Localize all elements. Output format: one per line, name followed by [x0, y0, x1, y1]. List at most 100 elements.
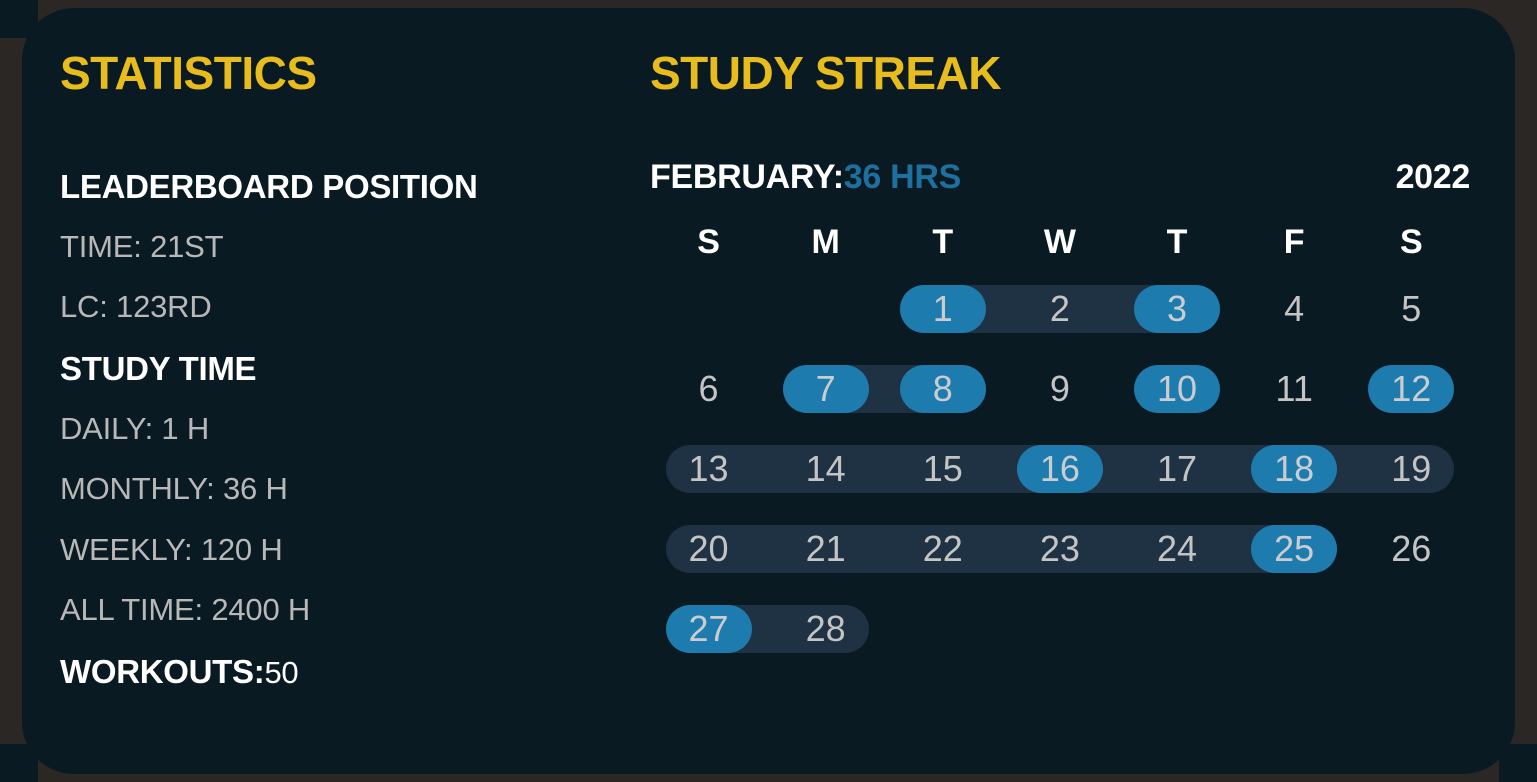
study-time-alltime-line: ALL TIME: 2400 H — [60, 592, 311, 628]
calendar-day-label: 15 — [922, 448, 963, 489]
streak-day-pill — [1368, 365, 1455, 413]
calendar-day-1[interactable]: 1 — [884, 285, 1001, 333]
calendar-day-14[interactable]: 14 — [767, 445, 884, 493]
streak-band — [665, 525, 1338, 573]
streak-day-pill — [665, 605, 752, 653]
calendar-day-10[interactable]: 10 — [1119, 365, 1236, 413]
stats-card: STATISTICS LEADERBOARD POSITION TIME: 21… — [22, 8, 1515, 774]
calendar-weekday-3: W — [1043, 223, 1076, 261]
study-time-heading: STUDY TIME — [60, 349, 257, 387]
calendar-day-label: 17 — [1157, 448, 1198, 489]
calendar-day-label: 22 — [922, 528, 963, 569]
calendar-day-label: 16 — [1039, 448, 1080, 489]
calendar-day-label: 27 — [688, 608, 729, 649]
calendar-day-label: 7 — [815, 368, 836, 409]
calendar-day-8[interactable]: 8 — [884, 365, 1001, 413]
calendar-day-label: 26 — [1391, 528, 1432, 569]
calendar-day-label: 13 — [688, 448, 729, 489]
month-hours-value: 36 HRS — [843, 158, 962, 196]
calendar-day-24[interactable]: 24 — [1119, 525, 1236, 573]
calendar-weekday-6: S — [1399, 223, 1423, 261]
calendar-day-label: 19 — [1391, 448, 1432, 489]
calendar-day-13[interactable]: 13 — [650, 445, 767, 493]
study-time-block: STUDY TIME DAILY: 1 H MONTHLY: 36 H WEEK… — [60, 338, 640, 641]
streak-day-pill — [782, 365, 869, 413]
calendar-day-label: 18 — [1274, 448, 1315, 489]
leaderboard-time-line: TIME: 21ST — [60, 229, 224, 265]
calendar-day-label: 28 — [805, 608, 846, 649]
study-time-daily-line: DAILY: 1 H — [60, 410, 210, 446]
statistics-panel: STATISTICS LEADERBOARD POSITION TIME: 21… — [60, 50, 640, 702]
calendar-week-row: 27 28 — [650, 605, 1470, 685]
calendar-day-label: 12 — [1391, 368, 1432, 409]
calendar-week-row: 1 2 3 4 5 — [650, 285, 1470, 365]
calendar-header: FEBRUARY:36 HRS 2022 — [650, 158, 1470, 197]
calendar-day-label: 24 — [1157, 528, 1198, 569]
calendar-day-label: 21 — [805, 528, 846, 569]
calendar-day-27[interactable]: 27 — [650, 605, 767, 653]
calendar-day-17[interactable]: 17 — [1119, 445, 1236, 493]
calendar-day-22[interactable]: 22 — [884, 525, 1001, 573]
calendar-day-2[interactable]: 2 — [1001, 285, 1118, 333]
calendar-day-23[interactable]: 23 — [1001, 525, 1118, 573]
month-summary: FEBRUARY:36 HRS — [650, 158, 961, 197]
workouts-value: 50 — [264, 654, 299, 690]
calendar-day-label: 23 — [1039, 528, 1080, 569]
leaderboard-heading: LEADERBOARD POSITION — [60, 168, 478, 205]
streak-day-pill — [899, 285, 986, 333]
calendar-day-label: 3 — [1167, 288, 1188, 329]
streak-day-pill — [1134, 365, 1221, 413]
calendar-day-label: 6 — [698, 368, 719, 409]
calendar-week-rows: 1 2 3 4 5 6 7 8 9 10 11 12 13 14 15 16 17 18 19 20 21 22 23 24 2… — [650, 285, 1470, 685]
calendar-week-row: 6 7 8 9 10 11 12 — [650, 365, 1470, 445]
streak-day-pill — [1251, 445, 1338, 493]
calendar-week-row: 20 21 22 23 24 25 26 — [650, 525, 1470, 605]
calendar-weekday-1: M — [811, 223, 840, 261]
calendar-day-label: 9 — [1049, 368, 1070, 409]
calendar-day-18[interactable]: 18 — [1236, 445, 1353, 493]
calendar-day-12[interactable]: 12 — [1353, 365, 1470, 413]
calendar-day-20[interactable]: 20 — [650, 525, 767, 573]
calendar-day-label: 20 — [688, 528, 729, 569]
workouts-label: WORKOUTS: — [60, 652, 265, 690]
calendar-weekday-0: S — [697, 223, 720, 261]
calendar-day-label: 11 — [1275, 368, 1313, 409]
study-time-monthly-line: MONTHLY: 36 H — [60, 471, 288, 507]
calendar-day-28[interactable]: 28 — [767, 605, 884, 653]
calendar-day-3[interactable]: 3 — [1119, 285, 1236, 333]
calendar-day-label: 5 — [1401, 288, 1422, 329]
streak-day-pill — [899, 365, 986, 413]
calendar-day-19[interactable]: 19 — [1353, 445, 1470, 493]
study-streak-title: STUDY STREAK — [650, 47, 1001, 99]
study-time-weekly-line: WEEKLY: 120 H — [60, 531, 283, 567]
calendar-day-15[interactable]: 15 — [884, 445, 1001, 493]
calendar-day-label: 8 — [932, 368, 953, 409]
calendar-week-row: 13 14 15 16 17 18 19 — [650, 445, 1470, 525]
calendar-year: 2022 — [1395, 158, 1471, 196]
calendar-day-25[interactable]: 25 — [1236, 525, 1353, 573]
calendar-day-16[interactable]: 16 — [1001, 445, 1118, 493]
calendar-day-5[interactable]: 5 — [1353, 285, 1470, 333]
calendar-day-7[interactable]: 7 — [767, 365, 884, 413]
workouts-block: WORKOUTS:50 — [60, 641, 640, 702]
calendar-day-26[interactable]: 26 — [1353, 525, 1470, 573]
statistics-title: STATISTICS — [60, 47, 317, 99]
streak-day-pill — [1134, 285, 1221, 333]
streak-day-pill — [1016, 445, 1103, 493]
calendar-day-11[interactable]: 11 — [1236, 365, 1353, 413]
calendar-day-9[interactable]: 9 — [1001, 365, 1118, 413]
streak-day-pill — [1251, 525, 1338, 573]
calendar-day-21[interactable]: 21 — [767, 525, 884, 573]
leaderboard-block: LEADERBOARD POSITION TIME: 21ST LC: 123R… — [60, 156, 640, 338]
leaderboard-lc-line: LC: 123RD — [60, 289, 212, 325]
month-name: FEBRUARY: — [650, 158, 844, 196]
calendar-day-label: 1 — [932, 288, 953, 329]
calendar-weekday-2: T — [932, 223, 954, 261]
calendar-day-6[interactable]: 6 — [650, 365, 767, 413]
calendar-weekday-5: F — [1283, 223, 1305, 261]
calendar-day-4[interactable]: 4 — [1236, 285, 1353, 333]
